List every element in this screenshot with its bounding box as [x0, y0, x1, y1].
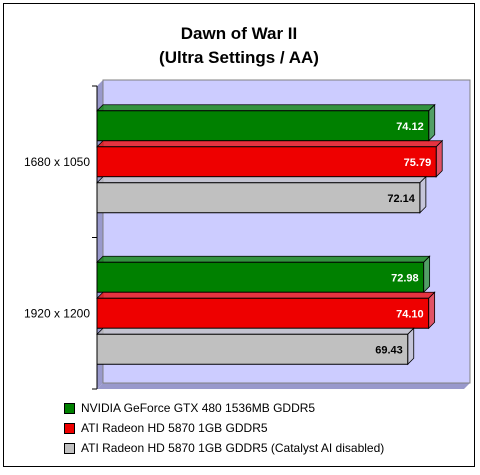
bar-side-face [423, 255, 431, 294]
bar-value-label: 69.43 [375, 344, 403, 356]
bar-top-face [96, 255, 431, 263]
bar-value-label: 74.10 [396, 308, 424, 320]
bar [96, 297, 430, 329]
chart-frame: Dawn of War II (Ultra Settings / AA) 168… [3, 3, 475, 467]
bar [96, 182, 421, 214]
bar-value-label: 74.12 [396, 121, 424, 133]
legend-label: NVIDIA GeForce GTX 480 1536MB GDDR5 [81, 401, 316, 415]
bar [96, 261, 425, 293]
bar-top-face [96, 140, 444, 148]
bar-side-face [419, 175, 427, 214]
bar-side-face [435, 139, 443, 178]
bar-top-face [96, 104, 436, 112]
legend: NVIDIA GeForce GTX 480 1536MB GDDR5 ATI R… [64, 398, 384, 458]
plot-floor [97, 383, 470, 389]
chart-title-line-1: Dawn of War II [180, 24, 298, 43]
category-label: 1680 x 1050 [24, 155, 90, 169]
bar-top-face [96, 291, 436, 299]
bar-value-label: 72.98 [391, 272, 419, 284]
bar-side-face [428, 103, 436, 142]
bar [96, 110, 430, 142]
bar [96, 146, 437, 178]
bar-top-face [96, 327, 415, 335]
legend-item: ATI Radeon HD 5870 1GB GDDR5 [64, 418, 384, 438]
chart-title: Dawn of War II (Ultra Settings / AA) [4, 22, 474, 70]
legend-swatch [64, 442, 75, 454]
bar [96, 333, 409, 365]
legend-swatch [64, 422, 75, 434]
bar-top-face [96, 176, 427, 184]
bar-chart: 1680 x 1050 74.12 75.79 72.14 1920 x 1200 72.… [24, 79, 471, 390]
legend-item: ATI Radeon HD 5870 1GB GDDR5 (Catalyst A… [64, 438, 384, 458]
legend-label: ATI Radeon HD 5870 1GB GDDR5 (Catalyst A… [81, 441, 385, 455]
legend-swatch [64, 402, 75, 414]
bar-side-face [428, 291, 436, 330]
category-label: 1920 x 1200 [24, 306, 90, 320]
chart-title-line-2: (Ultra Settings / AA) [159, 48, 319, 67]
bar-value-label: 75.79 [404, 157, 432, 169]
legend-label: ATI Radeon HD 5870 1GB GDDR5 [81, 421, 268, 435]
bar-side-face [407, 327, 415, 366]
bar-value-label: 72.14 [387, 193, 415, 205]
legend-item: NVIDIA GeForce GTX 480 1536MB GDDR5 [64, 398, 384, 418]
